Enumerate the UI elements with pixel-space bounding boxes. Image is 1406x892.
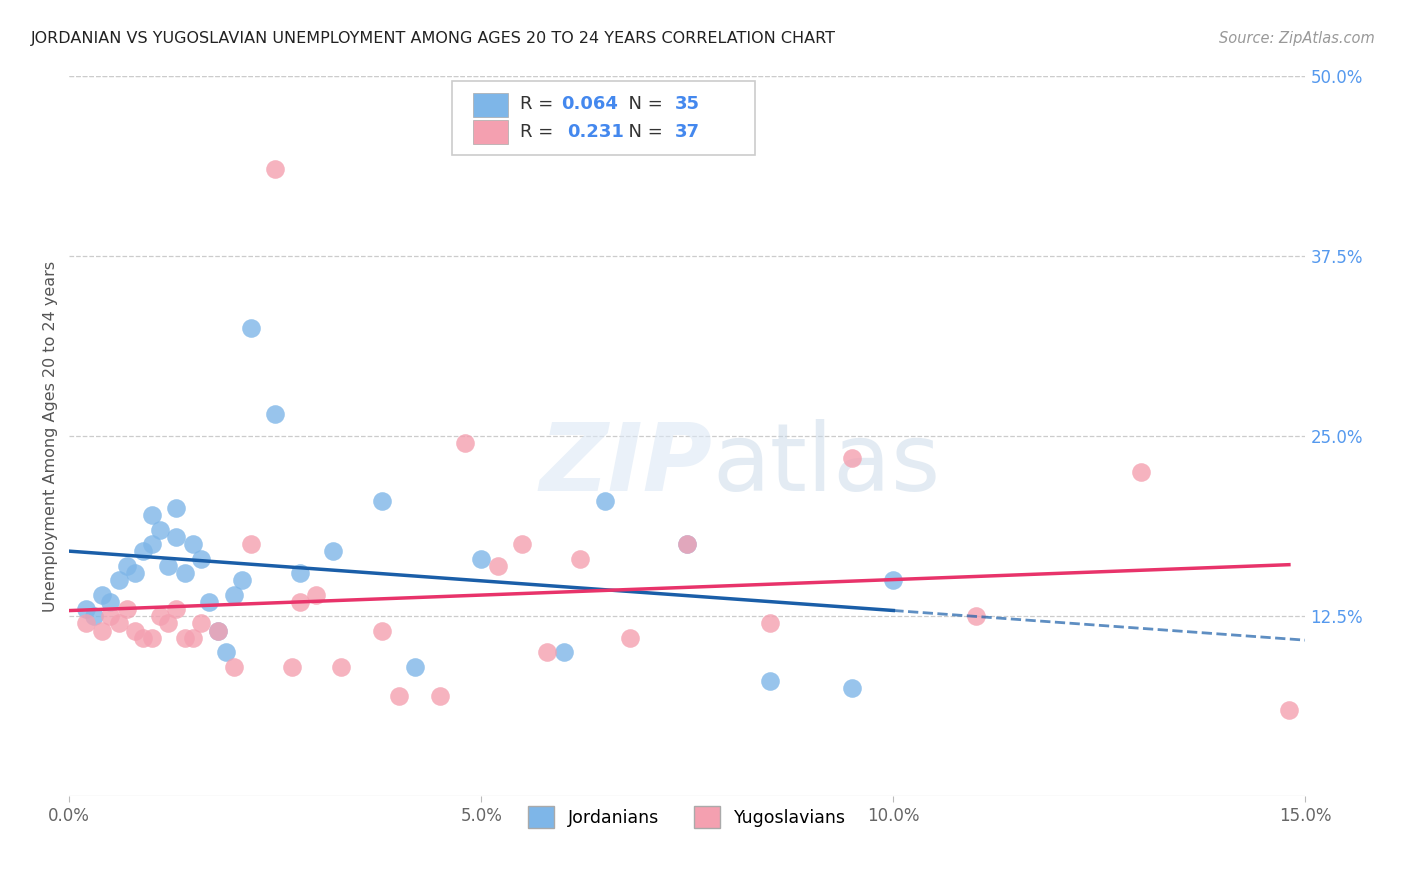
Text: atlas: atlas — [711, 419, 941, 511]
Point — [454, 436, 477, 450]
Point — [322, 544, 344, 558]
Point — [965, 609, 987, 624]
Text: JORDANIAN VS YUGOSLAVIAN UNEMPLOYMENT AMONG AGES 20 TO 24 YEARS CORRELATION CHAR: JORDANIAN VS YUGOSLAVIAN UNEMPLOYMENT AM… — [31, 31, 837, 46]
Point — [215, 645, 238, 659]
Point — [190, 616, 212, 631]
Point — [141, 631, 163, 645]
Point — [157, 558, 180, 573]
Point — [173, 566, 195, 580]
Point — [91, 588, 114, 602]
Point — [83, 609, 105, 624]
Point — [512, 537, 534, 551]
Text: 0.064: 0.064 — [561, 95, 619, 113]
Point — [239, 321, 262, 335]
Y-axis label: Unemployment Among Ages 20 to 24 years: Unemployment Among Ages 20 to 24 years — [44, 260, 58, 612]
FancyBboxPatch shape — [453, 81, 755, 155]
Point — [593, 494, 616, 508]
Point — [619, 631, 641, 645]
Point — [288, 595, 311, 609]
Point — [553, 645, 575, 659]
Point — [404, 659, 426, 673]
Point — [91, 624, 114, 638]
Point — [149, 523, 172, 537]
Point — [280, 659, 302, 673]
Point — [222, 588, 245, 602]
Point — [157, 616, 180, 631]
Point — [676, 537, 699, 551]
Point — [141, 537, 163, 551]
Point — [207, 624, 229, 638]
Point — [758, 616, 780, 631]
Point — [239, 537, 262, 551]
Point — [141, 508, 163, 523]
Point — [132, 544, 155, 558]
Point — [149, 609, 172, 624]
Point — [841, 681, 863, 696]
Point — [882, 573, 904, 587]
Text: N =: N = — [617, 123, 668, 142]
Point — [165, 530, 187, 544]
Text: 35: 35 — [675, 95, 700, 113]
Text: R =: R = — [520, 95, 560, 113]
Point — [222, 659, 245, 673]
Text: 0.231: 0.231 — [568, 123, 624, 142]
Point — [330, 659, 353, 673]
Point — [264, 162, 287, 177]
Text: ZIP: ZIP — [538, 419, 711, 511]
Point — [231, 573, 253, 587]
Point — [100, 609, 122, 624]
Point — [305, 588, 328, 602]
Point — [569, 551, 592, 566]
Text: N =: N = — [617, 95, 668, 113]
Text: Source: ZipAtlas.com: Source: ZipAtlas.com — [1219, 31, 1375, 46]
Point — [1278, 703, 1301, 717]
Point — [165, 602, 187, 616]
Point — [676, 537, 699, 551]
Text: R =: R = — [520, 123, 565, 142]
Point — [75, 602, 97, 616]
Point — [371, 624, 394, 638]
Point — [190, 551, 212, 566]
Point — [100, 595, 122, 609]
Point — [371, 494, 394, 508]
Point — [115, 558, 138, 573]
Bar — [474, 93, 508, 117]
Point — [486, 558, 509, 573]
Point — [115, 602, 138, 616]
Point — [470, 551, 492, 566]
Point — [124, 566, 146, 580]
Point — [165, 501, 187, 516]
Legend: Jordanians, Yugoslavians: Jordanians, Yugoslavians — [522, 799, 853, 835]
Bar — [474, 120, 508, 144]
Point — [841, 450, 863, 465]
Text: 37: 37 — [675, 123, 700, 142]
Point — [107, 616, 129, 631]
Point — [198, 595, 221, 609]
Point — [173, 631, 195, 645]
Point — [75, 616, 97, 631]
Point — [207, 624, 229, 638]
Point — [181, 537, 204, 551]
Point — [288, 566, 311, 580]
Point — [536, 645, 558, 659]
Point — [124, 624, 146, 638]
Point — [388, 689, 411, 703]
Point — [758, 674, 780, 689]
Point — [181, 631, 204, 645]
Point — [132, 631, 155, 645]
Point — [1129, 465, 1152, 479]
Point — [264, 408, 287, 422]
Point — [429, 689, 451, 703]
Point — [107, 573, 129, 587]
